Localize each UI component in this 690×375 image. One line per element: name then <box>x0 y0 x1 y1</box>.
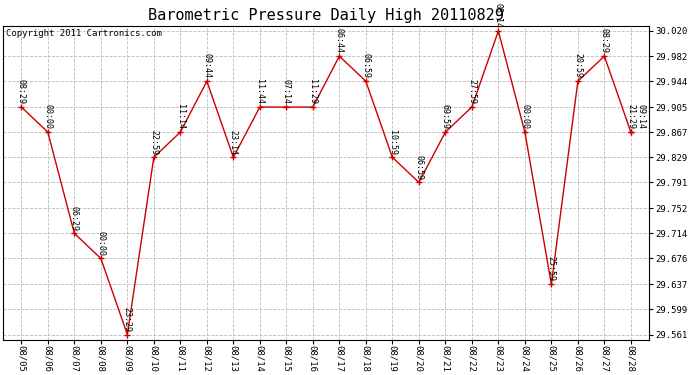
Text: 11:29: 11:29 <box>308 79 317 104</box>
Text: 69:59: 69:59 <box>441 104 450 129</box>
Text: 00:00: 00:00 <box>43 104 52 129</box>
Text: 22:59: 22:59 <box>149 129 158 154</box>
Text: 08:29: 08:29 <box>600 28 609 53</box>
Text: 06:44: 06:44 <box>335 28 344 53</box>
Text: Copyright 2011 Cartronics.com: Copyright 2011 Cartronics.com <box>6 29 162 38</box>
Title: Barometric Pressure Daily High 20110829: Barometric Pressure Daily High 20110829 <box>148 8 504 23</box>
Text: 09:14: 09:14 <box>636 104 645 129</box>
Text: 06:59: 06:59 <box>415 154 424 180</box>
Text: 20:59: 20:59 <box>573 54 582 78</box>
Text: 00:00: 00:00 <box>97 231 106 256</box>
Text: 08:29: 08:29 <box>17 79 26 104</box>
Text: 00:00: 00:00 <box>520 104 529 129</box>
Text: 23:29: 23:29 <box>123 307 132 332</box>
Text: 27:59: 27:59 <box>467 79 476 104</box>
Text: 11:44: 11:44 <box>255 79 264 104</box>
Text: 08:14: 08:14 <box>494 3 503 28</box>
Text: 06:59: 06:59 <box>362 54 371 78</box>
Text: 07:14: 07:14 <box>282 79 291 104</box>
Text: 10:59: 10:59 <box>388 129 397 154</box>
Text: 21:29: 21:29 <box>627 104 635 129</box>
Text: 09:44: 09:44 <box>202 54 211 78</box>
Text: 11:14: 11:14 <box>176 104 185 129</box>
Text: 25:59: 25:59 <box>547 256 556 282</box>
Text: 23:14: 23:14 <box>229 129 238 154</box>
Text: 06:29: 06:29 <box>70 206 79 231</box>
